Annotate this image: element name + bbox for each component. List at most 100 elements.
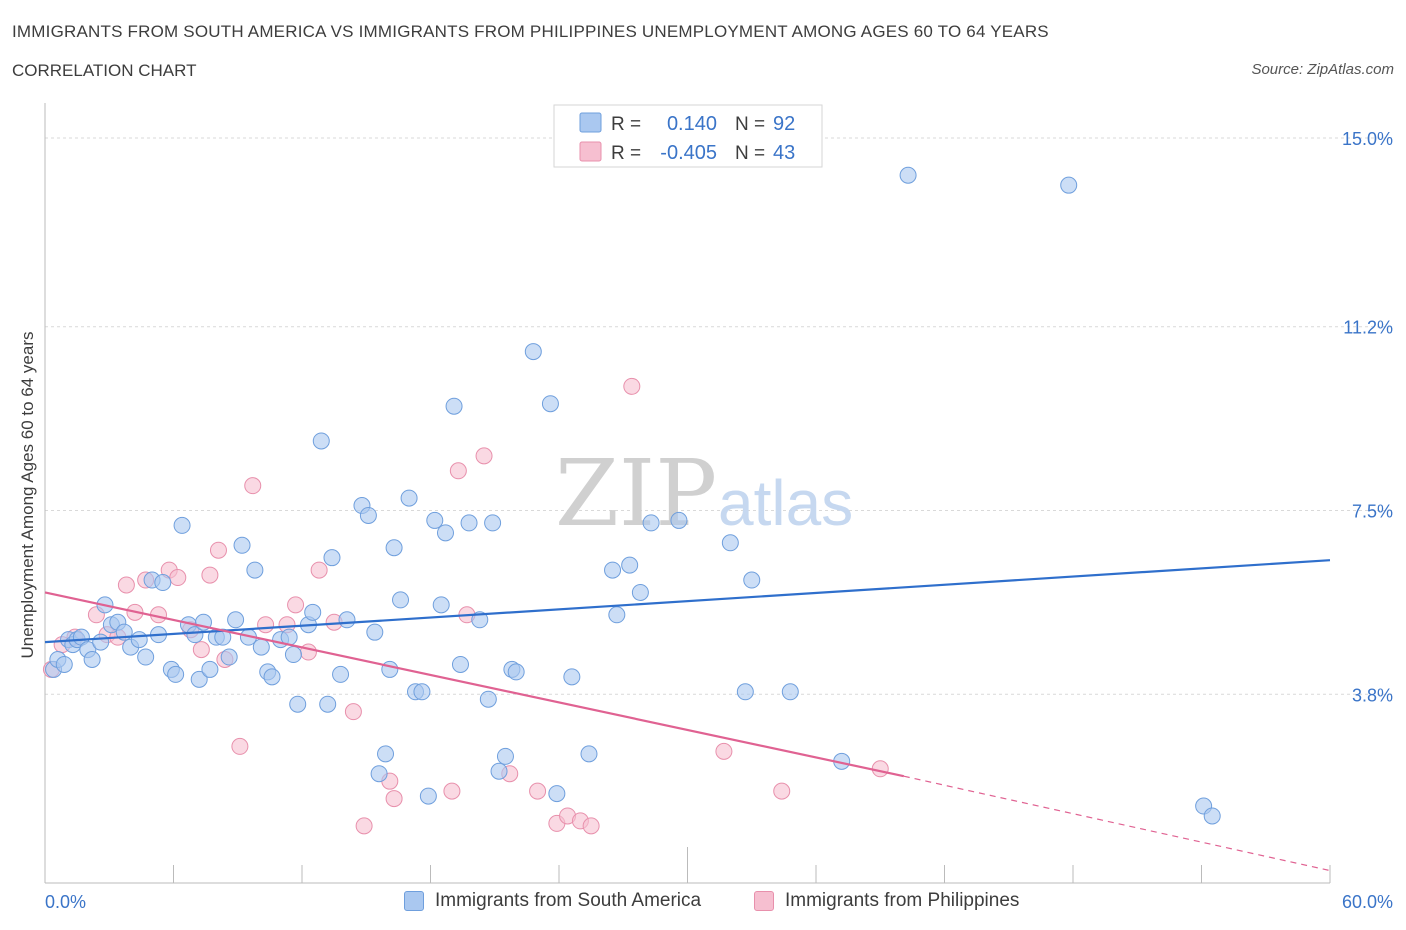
point-south-america: [381, 660, 399, 678]
stats-legend-box: R = 0.140 N = 92 R = -0.405 N = 43: [553, 104, 823, 168]
chart-subtitle: CORRELATION CHART: [12, 61, 197, 80]
point-south-america: [642, 514, 660, 532]
x-tick-label: 0.0%: [45, 892, 86, 912]
point-philippines: [192, 641, 210, 659]
point-philippines: [871, 760, 889, 778]
point-philippines: [299, 643, 317, 661]
point-philippines: [209, 541, 227, 559]
point-south-america: [370, 765, 388, 783]
point-south-america: [154, 574, 172, 592]
point-south-america: [541, 395, 559, 413]
point-south-america: [190, 670, 208, 688]
point-south-america: [432, 596, 450, 614]
point-south-america: [524, 343, 542, 361]
point-south-america: [621, 556, 639, 574]
point-philippines: [443, 782, 461, 800]
point-south-america: [319, 695, 337, 713]
point-philippines: [449, 462, 467, 480]
point-south-america: [604, 561, 622, 579]
point-south-america: [186, 626, 204, 644]
point-philippines: [385, 790, 403, 808]
point-south-america: [338, 611, 356, 629]
point-south-america: [1060, 176, 1078, 194]
point-south-america: [304, 603, 322, 621]
legend-n-value: 43: [773, 142, 795, 164]
point-south-america: [233, 536, 251, 554]
y-tick-label: 15.0%: [1342, 129, 1393, 149]
legend-r-value: 0.140: [667, 113, 717, 135]
legend-r-label: R =: [611, 114, 641, 135]
point-south-america: [246, 561, 264, 579]
watermark-zip: ZIP: [555, 440, 717, 547]
legend-n-value: 92: [773, 113, 795, 135]
point-south-america: [201, 660, 219, 678]
point-south-america: [471, 611, 489, 629]
point-south-america: [670, 511, 688, 529]
trend-lines: [44, 559, 1331, 872]
point-philippines: [231, 737, 249, 755]
point-south-america: [385, 539, 403, 557]
legend-n-label: N =: [735, 114, 765, 135]
point-philippines: [715, 742, 733, 760]
point-south-america: [263, 668, 281, 686]
point-south-america: [220, 648, 238, 666]
point-south-america: [167, 665, 185, 683]
point-south-america: [400, 489, 418, 507]
point-philippines: [475, 447, 493, 465]
point-south-america: [92, 633, 110, 651]
y-tick-label: 11.2%: [1343, 318, 1393, 338]
y-tick-label: 3.8%: [1352, 685, 1393, 705]
legend-r-value: -0.405: [660, 142, 717, 164]
y-axis-label: Unemployment Among Ages 60 to 64 years: [18, 332, 37, 659]
legend-swatch-pink: [579, 141, 602, 162]
point-south-america: [445, 397, 463, 415]
point-south-america: [721, 534, 739, 552]
point-philippines: [244, 477, 262, 495]
point-philippines: [117, 576, 135, 594]
point-south-america: [899, 166, 917, 184]
point-south-america: [323, 549, 341, 567]
point-south-america: [289, 695, 307, 713]
trend-line-philippines: [44, 591, 905, 778]
point-south-america: [563, 668, 581, 686]
point-south-america: [419, 787, 437, 805]
point-south-america: [312, 432, 330, 450]
point-philippines: [773, 782, 791, 800]
point-philippines: [201, 566, 219, 584]
point-philippines: [623, 377, 641, 395]
point-philippines: [257, 616, 275, 634]
point-south-america: [55, 655, 73, 673]
point-south-america: [484, 514, 502, 532]
point-philippines: [287, 596, 305, 614]
point-south-america: [359, 506, 377, 524]
x-tick-label: 60.0%: [1342, 892, 1393, 912]
point-south-america: [507, 663, 525, 681]
axes: [44, 103, 1331, 884]
trend-line-south-america: [44, 559, 1331, 644]
point-south-america: [130, 631, 148, 649]
legend-label-philippines: Immigrants from Philippines: [785, 890, 1020, 911]
legend-swatch-philippines: [754, 891, 774, 911]
point-south-america: [83, 651, 101, 668]
point-south-america: [413, 683, 431, 701]
chart-title: IMMIGRANTS FROM SOUTH AMERICA VS IMMIGRA…: [12, 22, 1049, 41]
point-south-america: [736, 683, 754, 701]
point-south-america: [451, 655, 469, 673]
point-south-america: [332, 665, 350, 683]
point-south-america: [284, 646, 302, 664]
legend-swatch-blue: [579, 112, 602, 133]
point-south-america: [1203, 807, 1221, 825]
point-south-america: [460, 514, 478, 532]
point-south-america: [580, 745, 598, 763]
point-south-america: [426, 511, 444, 529]
legend-r-label: R =: [611, 143, 641, 164]
point-south-america: [548, 785, 566, 803]
point-south-america: [214, 628, 232, 646]
y-tick-label: 7.5%: [1352, 502, 1393, 522]
point-south-america: [490, 762, 508, 780]
point-south-america: [781, 683, 799, 701]
data-points: [42, 166, 1221, 835]
point-south-america: [392, 591, 410, 609]
point-philippines: [169, 569, 187, 587]
